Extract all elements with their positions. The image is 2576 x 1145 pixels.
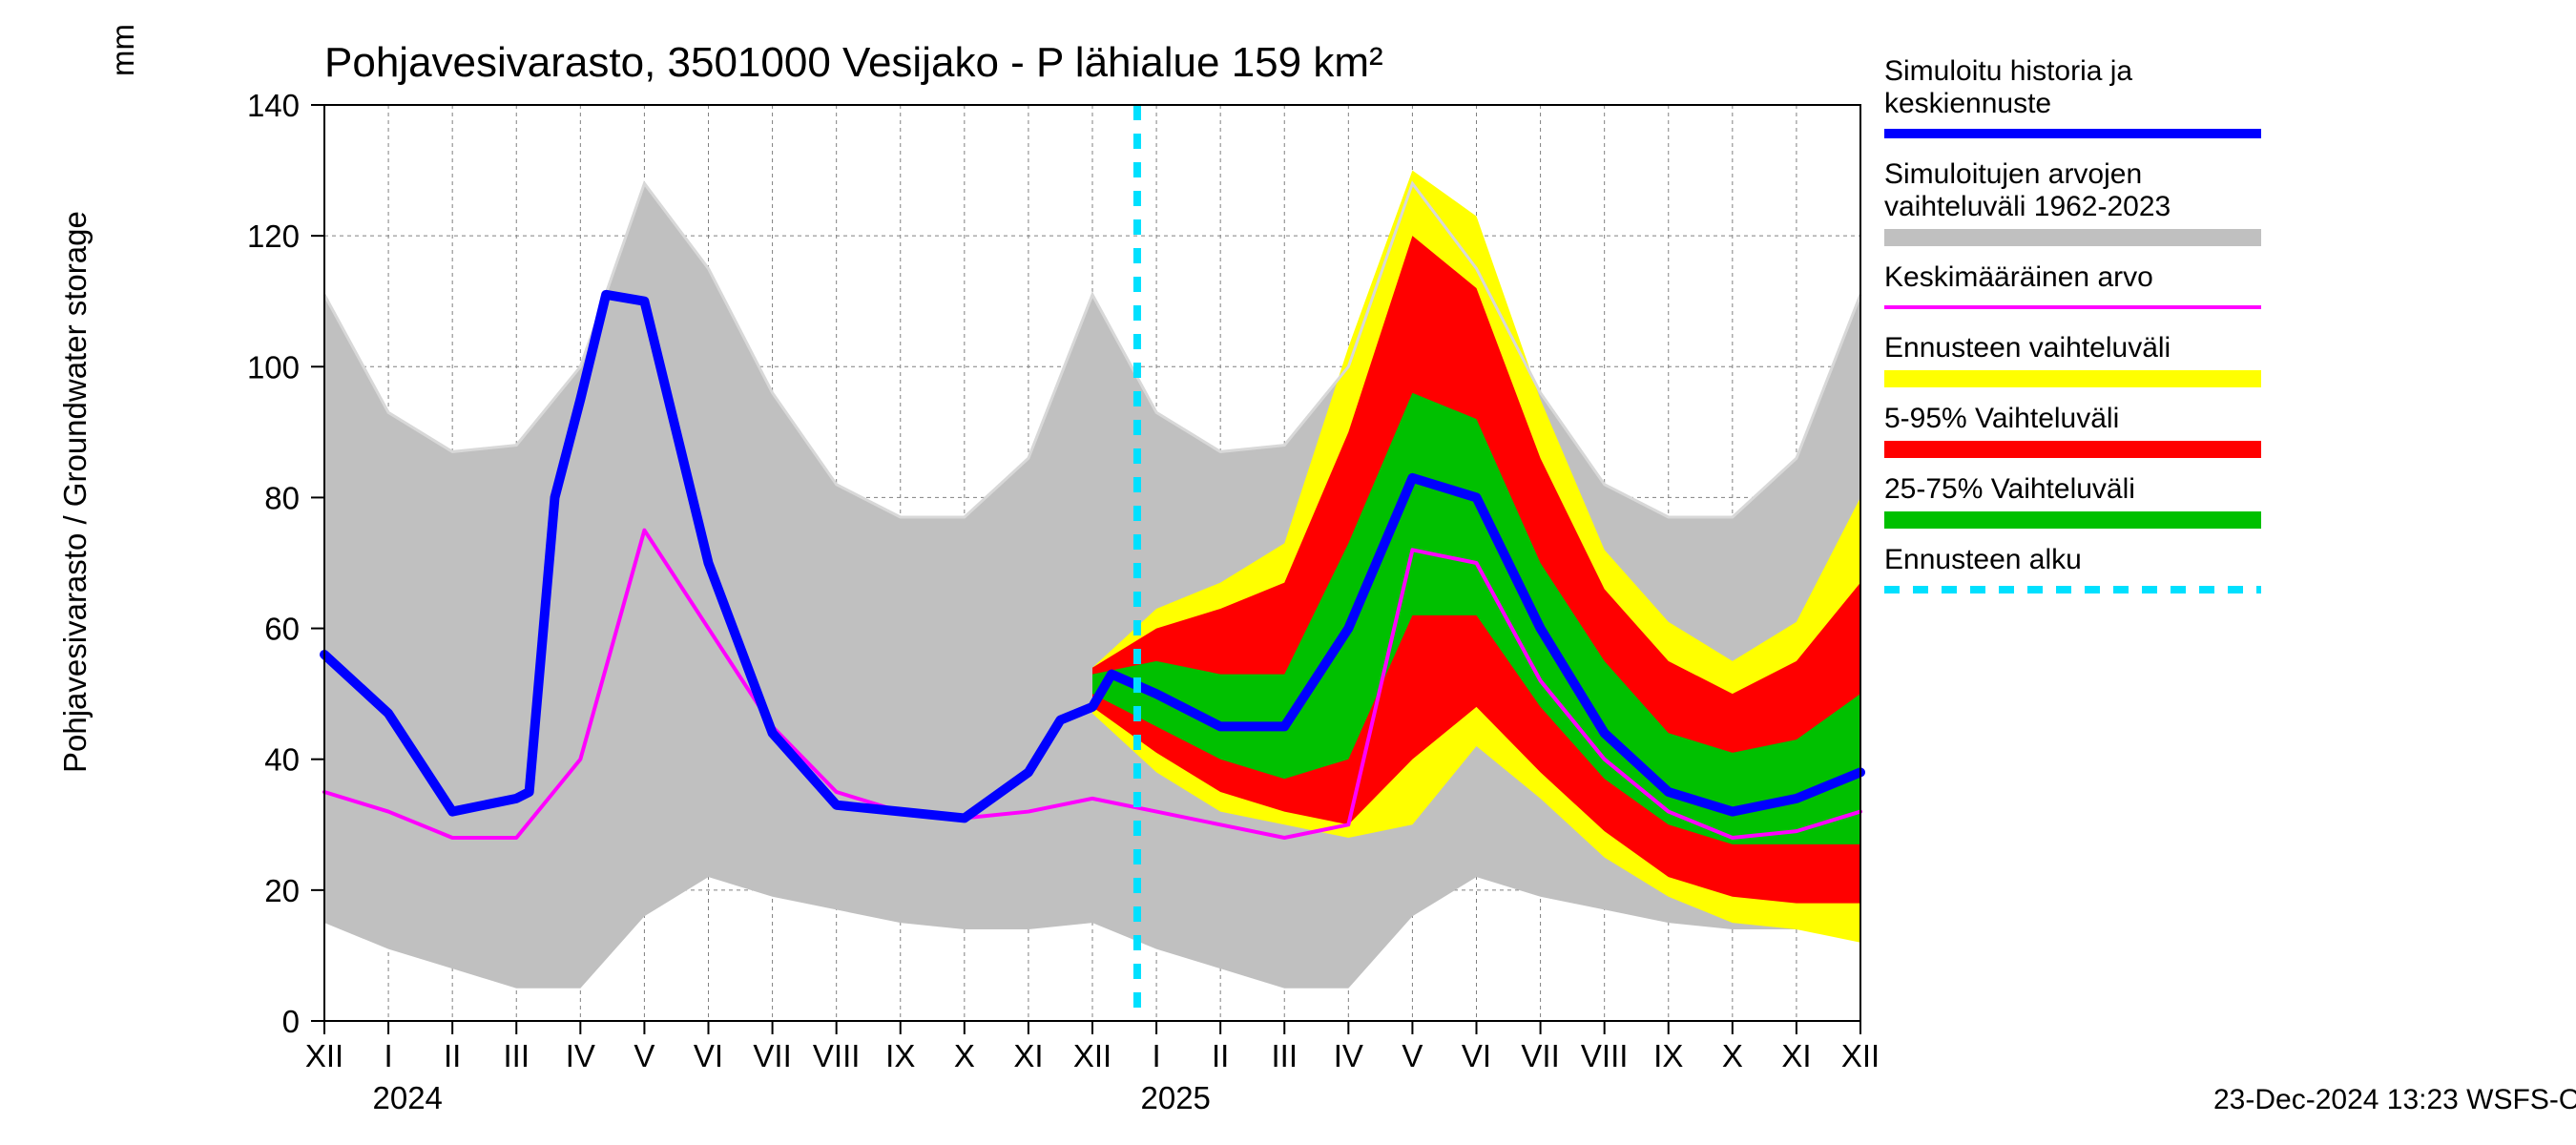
y-tick-label: 100 — [247, 349, 300, 385]
y-axis-label: Pohjavesivarasto / Groundwater storage — [57, 211, 93, 773]
x-tick-label: V — [634, 1038, 654, 1073]
x-tick-label: VI — [694, 1038, 723, 1073]
x-tick-label: XII — [305, 1038, 343, 1073]
x-tick-label: I — [384, 1038, 392, 1073]
legend-swatch — [1884, 229, 2261, 246]
y-tick-label: 120 — [247, 219, 300, 254]
x-tick-label: VII — [753, 1038, 791, 1073]
legend-swatch — [1884, 370, 2261, 387]
x-tick-label: VIII — [1581, 1038, 1629, 1073]
x-tick-label: III — [503, 1038, 530, 1073]
legend-label: Keskimääräinen arvo — [1884, 261, 2153, 293]
x-tick-label: XI — [1781, 1038, 1811, 1073]
x-tick-label: V — [1402, 1038, 1423, 1073]
y-tick-label: 0 — [282, 1004, 300, 1039]
y-tick-label: 40 — [264, 742, 300, 778]
legend-swatch — [1884, 511, 2261, 529]
x-tick-label: I — [1152, 1038, 1160, 1073]
x-tick-label: VI — [1462, 1038, 1491, 1073]
legend-label: vaihteluväli 1962-2023 — [1884, 191, 2171, 222]
legend-label: Simuloitu historia ja — [1884, 55, 2132, 87]
legend-label: 5-95% Vaihteluväli — [1884, 403, 2119, 434]
x-tick-label: IV — [566, 1038, 595, 1073]
legend-label: Ennusteen vaihteluväli — [1884, 332, 2171, 364]
x-year-label: 2024 — [372, 1080, 442, 1115]
x-tick-label: VIII — [813, 1038, 861, 1073]
x-tick-label: III — [1271, 1038, 1298, 1073]
y-tick-label: 140 — [247, 88, 300, 123]
groundwater-chart: 020406080100120140XIIIIIIIIIVVVIVIIVIIII… — [0, 0, 2576, 1145]
x-tick-label: VII — [1521, 1038, 1559, 1073]
x-tick-label: II — [1212, 1038, 1229, 1073]
y-tick-label: 80 — [264, 480, 300, 515]
chart-svg: 020406080100120140XIIIIIIIIIVVVIVIIVIIII… — [0, 0, 2576, 1145]
legend-label: 25-75% Vaihteluväli — [1884, 473, 2135, 505]
x-tick-label: XII — [1073, 1038, 1111, 1073]
x-year-label: 2025 — [1140, 1080, 1210, 1115]
x-tick-label: IV — [1334, 1038, 1363, 1073]
y-tick-label: 20 — [264, 873, 300, 908]
x-tick-label: IX — [885, 1038, 915, 1073]
x-tick-label: X — [1722, 1038, 1743, 1073]
x-tick-label: IX — [1653, 1038, 1683, 1073]
y-tick-label: 60 — [264, 612, 300, 647]
legend-label: Ennusteen alku — [1884, 544, 2082, 575]
x-tick-label: XI — [1013, 1038, 1043, 1073]
chart-title: Pohjavesivarasto, 3501000 Vesijako - P l… — [324, 39, 1383, 86]
legend-label: Simuloitujen arvojen — [1884, 158, 2142, 190]
timestamp: 23-Dec-2024 13:23 WSFS-O — [2213, 1084, 2576, 1115]
legend-swatch — [1884, 441, 2261, 458]
x-tick-label: X — [954, 1038, 975, 1073]
x-tick-label: II — [444, 1038, 461, 1073]
legend-label: keskiennuste — [1884, 88, 2051, 119]
x-tick-label: XII — [1841, 1038, 1880, 1073]
y-axis-unit: mm — [105, 24, 140, 76]
